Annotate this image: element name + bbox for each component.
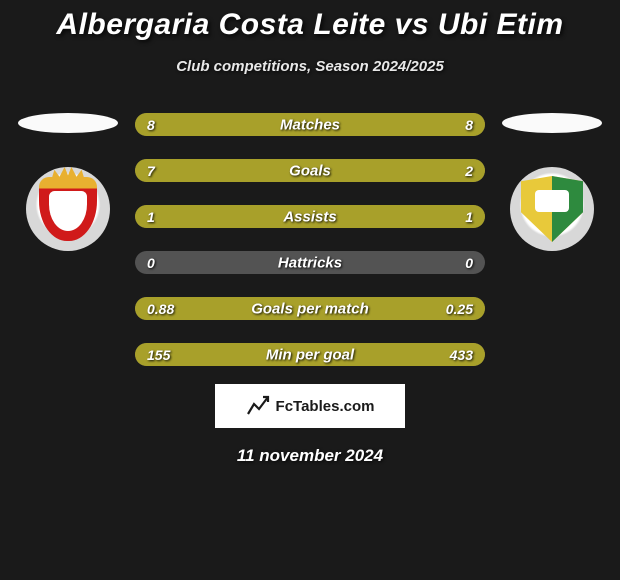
crest-right-shield-icon xyxy=(521,176,583,242)
bar-label: Assists xyxy=(283,208,336,225)
chart-icon xyxy=(246,394,270,418)
stat-bar: Hattricks 0 0 xyxy=(135,251,485,274)
player-left-column xyxy=(13,113,123,251)
bar-fill-right xyxy=(407,159,485,182)
bar-value-right: 433 xyxy=(450,347,473,363)
player-right-silhouette xyxy=(502,113,602,133)
bar-value-right: 2 xyxy=(465,163,473,179)
main-row: Matches 8 8 Goals 7 2 Assists 1 1 Hattricks 0 0 Goal… xyxy=(0,113,620,366)
brand-badge[interactable]: FcTables.com xyxy=(215,384,405,428)
stat-bar: Assists 1 1 xyxy=(135,205,485,228)
stat-bar: Min per goal 155 433 xyxy=(135,343,485,366)
stat-bar: Matches 8 8 xyxy=(135,113,485,136)
bar-value-left: 0 xyxy=(147,255,155,271)
bar-value-left: 8 xyxy=(147,117,155,133)
player-right-column xyxy=(497,113,607,251)
date-text: 11 november 2024 xyxy=(0,446,620,466)
bar-value-right: 8 xyxy=(465,117,473,133)
bar-value-left: 1 xyxy=(147,209,155,225)
bar-value-right: 1 xyxy=(465,209,473,225)
bar-label: Goals xyxy=(289,162,331,179)
bar-value-right: 0 xyxy=(465,255,473,271)
bar-label: Min per goal xyxy=(266,346,354,363)
brand-text: FcTables.com xyxy=(276,398,375,415)
stat-bars: Matches 8 8 Goals 7 2 Assists 1 1 Hattricks 0 0 Goal… xyxy=(135,113,485,366)
club-crest-right xyxy=(510,167,594,251)
crest-left-shield-icon xyxy=(39,177,97,241)
bar-value-left: 155 xyxy=(147,347,170,363)
comparison-card: Albergaria Costa Leite vs Ubi Etim Club … xyxy=(0,0,620,466)
crest-left-crown-icon xyxy=(51,167,85,181)
bar-label: Hattricks xyxy=(278,254,342,271)
bar-label: Goals per match xyxy=(251,300,369,317)
player-left-silhouette xyxy=(18,113,118,133)
bar-value-left: 0.88 xyxy=(147,301,174,317)
stat-bar: Goals per match 0.88 0.25 xyxy=(135,297,485,320)
subtitle: Club competitions, Season 2024/2025 xyxy=(0,58,620,75)
bar-value-left: 7 xyxy=(147,163,155,179)
bar-value-right: 0.25 xyxy=(446,301,473,317)
bar-fill-left xyxy=(135,159,407,182)
bar-label: Matches xyxy=(280,116,340,133)
club-crest-left xyxy=(26,167,110,251)
stat-bar: Goals 7 2 xyxy=(135,159,485,182)
page-title: Albergaria Costa Leite vs Ubi Etim xyxy=(0,8,620,42)
